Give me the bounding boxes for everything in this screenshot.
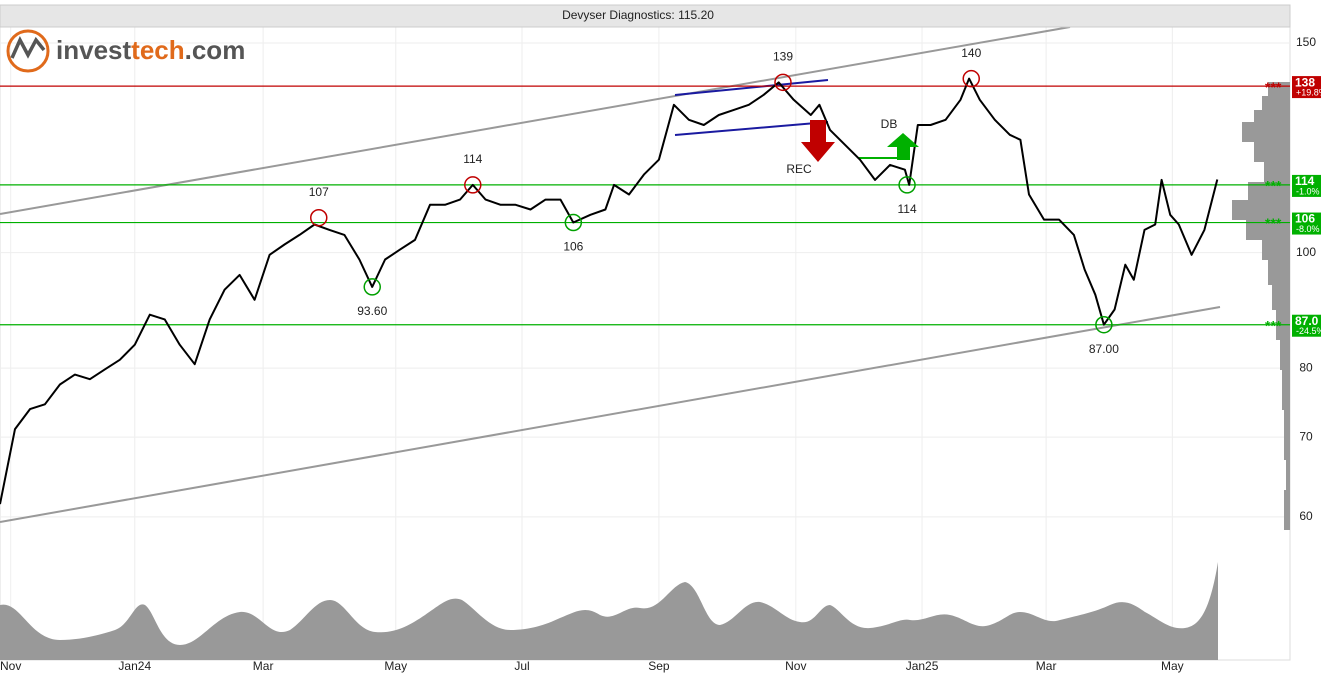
extreme-marker: [962, 69, 980, 88]
level-box: [1292, 314, 1321, 337]
level-change: -8.0%: [1296, 224, 1320, 234]
extreme-marker: [363, 278, 381, 296]
x-tick-label: May: [384, 659, 407, 673]
logo-part: invest: [56, 35, 131, 65]
logo-part: tech: [131, 35, 184, 65]
level-change: -1.0%: [1296, 186, 1320, 196]
level-box: [1292, 76, 1321, 99]
extreme-label: 114: [897, 202, 916, 216]
level-stars: ***: [1265, 178, 1282, 194]
extreme-label: 87.00: [1089, 342, 1119, 356]
level-label: 87.0: [1295, 314, 1319, 328]
x-tick-label: Jan24: [118, 659, 151, 673]
x-tick-label: Mar: [253, 659, 274, 673]
x-tick-label: Jul: [514, 659, 529, 673]
extreme-label: 107: [309, 185, 329, 199]
logo-icon: [6, 29, 50, 73]
x-tick-label: Mar: [1036, 659, 1057, 673]
extreme-marker: [774, 73, 792, 92]
series: [0, 77, 1219, 505]
extreme-marker: [1095, 315, 1113, 334]
level-change: +19.8%: [1296, 87, 1321, 97]
level-stars: ***: [1265, 317, 1282, 333]
y-tick-label: 150: [1296, 35, 1316, 49]
axes: 60 70 80 100 150 Nov Jan24 Mar May Jul Sep Nov Jan25…: [0, 35, 1316, 673]
chart-title: Devyser Diagnostics: 115.20: [562, 8, 714, 22]
extreme-label: 93.60: [357, 304, 387, 318]
sell-arrow: [801, 120, 835, 162]
extreme-label: 114: [463, 152, 482, 166]
signal-label: REC: [786, 162, 812, 176]
volume-profile: [1232, 82, 1290, 530]
annotations: 107 114 93.60 106 139 114 140 87.00: [309, 46, 1119, 356]
level-label: 114: [1295, 174, 1315, 188]
y-tick-label: 60: [1299, 509, 1313, 523]
x-tick-label: Nov: [0, 659, 21, 673]
level-label: 106: [1295, 212, 1315, 226]
x-tick-label: Nov: [785, 659, 806, 673]
logo: investtech.com: [6, 29, 245, 73]
logo-part: .com: [185, 35, 246, 65]
level-box: [1292, 212, 1321, 235]
trend-channel: [0, 306, 1221, 523]
plot-area: [0, 26, 1291, 661]
title-bar: [0, 4, 1291, 28]
extreme-marker: [310, 208, 328, 227]
extreme-label: 106: [563, 240, 583, 254]
level-box: [1292, 174, 1321, 197]
volume-area: [0, 562, 1218, 660]
extreme-label: 139: [773, 50, 793, 64]
x-tick-label: Sep: [648, 659, 670, 673]
logo-text: investtech.com: [56, 35, 245, 65]
level-stars: ***: [1265, 215, 1282, 231]
levels: ***138+19.8%***114-1.0%***106-8.0%***87.…: [0, 75, 1321, 337]
trend-channel: [0, 26, 1071, 215]
logo-icon: [10, 36, 46, 59]
y-tick-label: 100: [1296, 245, 1316, 259]
extreme-marker: [564, 213, 583, 232]
signal-label: DB: [881, 117, 898, 131]
extreme-marker: [464, 176, 482, 194]
y-tick-label: 80: [1299, 360, 1313, 374]
level-label: 138: [1295, 75, 1315, 89]
level-stars: ***: [1265, 79, 1282, 95]
wedge-line: [674, 121, 829, 136]
price-line: [0, 77, 1219, 505]
extreme-marker: [898, 176, 916, 194]
y-tick-label: 70: [1299, 429, 1313, 443]
buy-arrow: [887, 133, 919, 160]
wedge-line: [674, 79, 829, 96]
x-tick-label: Jan25: [906, 659, 939, 673]
level-change: -24.5%: [1296, 326, 1321, 336]
extreme-label: 140: [961, 46, 981, 60]
x-tick-label: May: [1161, 659, 1184, 673]
